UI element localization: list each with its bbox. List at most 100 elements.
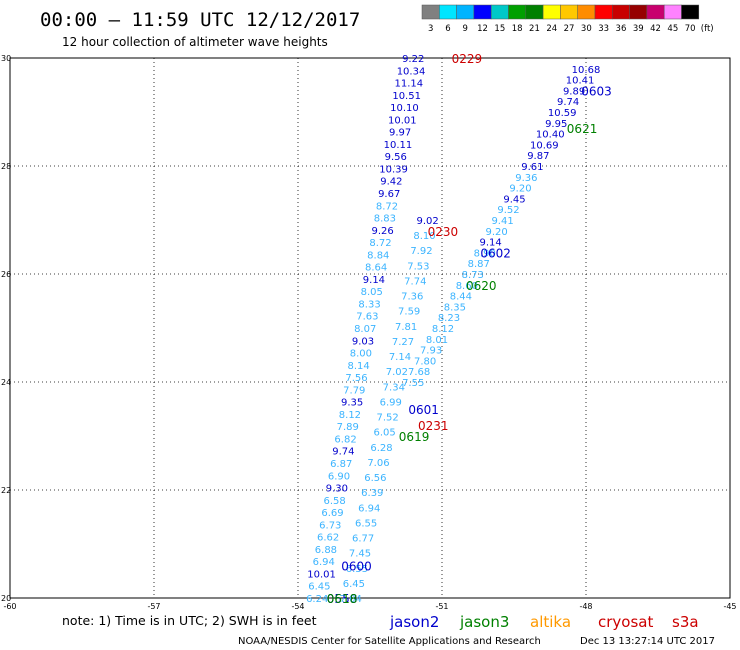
wave-height-value: 7.63 xyxy=(356,312,378,323)
scale-swatch xyxy=(681,4,700,20)
scale-unit: (ft) xyxy=(701,24,714,34)
track-time-label: 0619 xyxy=(399,430,430,444)
wave-height-value: 7.56 xyxy=(345,373,367,384)
wave-height-value: 8.84 xyxy=(367,250,389,261)
wave-height-value: 9.20 xyxy=(485,227,507,238)
wave-height-value: 9.36 xyxy=(515,173,537,184)
scale-label: 70 xyxy=(685,24,696,34)
wave-height-value: 10.69 xyxy=(530,140,559,151)
track-time-label: 0230 xyxy=(428,225,459,239)
scale-swatch xyxy=(456,4,475,20)
track-time-label: 0558 xyxy=(327,592,358,606)
track-values: 9.2210.3411.1410.5110.1010.019.9710.119.… xyxy=(306,54,600,605)
wave-height-value: 7.93 xyxy=(420,346,442,357)
y-tick-label: 22 xyxy=(1,486,11,495)
scale-swatch xyxy=(612,4,630,20)
track-time-label: 0602 xyxy=(480,246,511,260)
wave-height-value: 9.22 xyxy=(402,54,424,65)
wave-height-value: 10.01 xyxy=(307,569,336,580)
wave-height-value: 7.27 xyxy=(392,337,414,348)
scale-label: 36 xyxy=(616,24,627,34)
wave-height-value: 8.72 xyxy=(376,201,398,212)
wave-height-value: 9.14 xyxy=(480,238,502,249)
scale-label: 24 xyxy=(546,24,557,34)
wave-height-value: 6.69 xyxy=(321,508,343,519)
axis-tick-labels: -60 -57 -54 -51 -48 -45 20 22 24 26 28 30 xyxy=(1,54,737,611)
wave-height-value: 6.73 xyxy=(319,520,341,531)
wave-height-value: 9.03 xyxy=(352,336,374,347)
scale-label: 39 xyxy=(633,24,644,34)
wave-height-value: 7.74 xyxy=(404,276,426,287)
map-title: 00:00 – 11:59 UTC 12/12/2017 xyxy=(40,9,360,31)
wave-height-value: 9.42 xyxy=(380,177,402,188)
wave-height-value: 10.10 xyxy=(390,103,419,114)
wave-height-value: 10.51 xyxy=(392,91,421,102)
wave-height-value: 9.87 xyxy=(527,151,549,162)
wave-height-value: 10.59 xyxy=(548,108,577,119)
wave-height-value: 6.94 xyxy=(358,503,380,514)
wave-height-value: 8.44 xyxy=(450,292,472,303)
wave-height-value: 10.40 xyxy=(536,130,565,141)
scale-swatch xyxy=(542,4,561,20)
scale-label: 6 xyxy=(445,24,450,34)
wave-height-value: 10.01 xyxy=(388,115,417,126)
footer-timestamp: Dec 13 13:27:14 UTC 2017 xyxy=(580,636,715,647)
wave-height-value: 9.52 xyxy=(497,205,519,216)
track-time-label: 0600 xyxy=(341,560,372,574)
wave-height-value: 7.36 xyxy=(401,292,423,303)
wave-height-value: 6.45 xyxy=(343,579,365,590)
wave-height-value: 6.90 xyxy=(328,471,350,482)
wave-height-value: 8.07 xyxy=(354,324,376,335)
track-time-label: 0231 xyxy=(418,419,449,433)
wave-height-value: 9.56 xyxy=(385,152,407,163)
track-time-label: 0601 xyxy=(408,403,439,417)
scale-swatch xyxy=(663,4,682,20)
wave-height-value: 6.39 xyxy=(361,488,383,499)
wave-height-value: 8.23 xyxy=(438,313,460,324)
scale-label: 3 xyxy=(428,24,433,34)
wave-height-value: 7.80 xyxy=(414,356,436,367)
scale-swatch xyxy=(577,4,596,20)
scale-label: 12 xyxy=(477,24,488,34)
x-tick-label: -60 xyxy=(3,602,16,611)
scale-swatch xyxy=(473,4,492,20)
wave-height-value: 7.81 xyxy=(395,322,417,333)
wave-height-value: 8.87 xyxy=(468,259,490,270)
x-tick-label: -51 xyxy=(435,602,448,611)
satellite-legend-jason2: jason2 xyxy=(389,613,439,631)
map-subtitle: 12 hour collection of altimeter wave hei… xyxy=(62,35,328,49)
scale-label: 27 xyxy=(564,24,575,34)
track-time-label: 0618 xyxy=(327,592,358,606)
wave-height-value: 7.89 xyxy=(337,422,359,433)
x-tick-label: -48 xyxy=(579,602,592,611)
satellite-legend-jason3: jason3 xyxy=(459,613,509,631)
wave-height-value: 6.55 xyxy=(346,564,368,575)
wave-height-value: 8.05 xyxy=(361,287,383,298)
wave-height-value: 7.79 xyxy=(343,385,365,396)
scale-swatch xyxy=(508,4,527,20)
wave-height-color-scale: 3 6 9 12 15 18 21 24 27 30 33 36 39 42 45 70 (ft) xyxy=(421,4,714,34)
map-frame xyxy=(9,57,731,599)
y-tick-label: 20 xyxy=(1,594,11,603)
wave-height-value: 9.20 xyxy=(509,184,531,195)
wave-height-value: 7.14 xyxy=(389,352,411,363)
wave-height-value: 9.26 xyxy=(372,226,394,237)
wave-height-value: 10.41 xyxy=(566,76,595,87)
track-time-label: 0621 xyxy=(567,122,598,136)
wave-height-value: 7.68 xyxy=(408,367,430,378)
x-tick-label: -57 xyxy=(147,602,160,611)
scale-label: 21 xyxy=(529,24,540,34)
wave-height-value: 10.11 xyxy=(384,140,413,151)
y-tick-label: 28 xyxy=(1,162,11,171)
x-tick-label: -45 xyxy=(723,602,736,611)
wave-height-value: 9.30 xyxy=(326,484,348,495)
scale-label: 18 xyxy=(512,24,523,34)
scale-label: 33 xyxy=(598,24,609,34)
wave-height-value: 8.01 xyxy=(426,335,448,346)
satellite-legend-cryosat: cryosat xyxy=(598,613,653,631)
wave-height-value: 8.35 xyxy=(444,302,466,313)
wave-height-value: 7.45 xyxy=(349,549,371,560)
wave-height-value: 7.04 xyxy=(340,594,362,605)
